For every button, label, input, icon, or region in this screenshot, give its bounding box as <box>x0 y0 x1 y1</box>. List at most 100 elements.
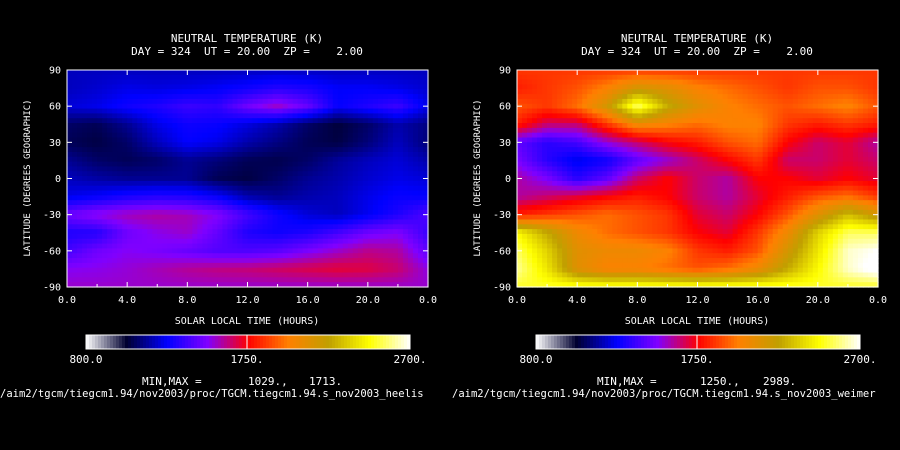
heatmap-cell <box>257 219 264 225</box>
heatmap-cell <box>767 98 774 105</box>
heatmap-cell <box>117 190 123 196</box>
heatmap-cell <box>242 253 249 259</box>
heatmap-cell <box>387 108 394 114</box>
heatmap-cell <box>137 277 143 283</box>
heatmap-cell <box>192 277 198 283</box>
heatmap-cell <box>237 224 244 230</box>
heatmap-cell <box>587 156 593 163</box>
heatmap-cell <box>72 137 78 143</box>
heatmap-cell <box>202 238 208 245</box>
heatmap-cell <box>857 171 864 177</box>
heatmap-cell <box>172 74 178 81</box>
heatmap-cell <box>127 89 133 95</box>
heatmap-cell <box>242 195 249 201</box>
colorbar-segment <box>278 335 282 349</box>
heatmap-cell <box>122 147 128 153</box>
heatmap-cell <box>562 94 568 100</box>
heatmap-cell <box>792 74 799 81</box>
heatmap-cell <box>347 84 354 90</box>
heatmap-cell <box>162 156 168 163</box>
heatmap-cell <box>372 123 379 129</box>
heatmap-cell <box>177 277 183 283</box>
heatmap-cell <box>102 205 108 211</box>
heatmap-cell <box>332 243 339 250</box>
heatmap-cell <box>217 147 224 153</box>
heatmap-cell <box>332 253 339 259</box>
heatmap-cell <box>822 84 829 90</box>
heatmap-cell <box>592 132 598 139</box>
heatmap-cell <box>177 253 183 259</box>
heatmap-cell <box>102 137 108 143</box>
heatmap-cell <box>872 156 879 163</box>
heatmap-cell <box>152 224 158 230</box>
heatmap-cell <box>292 195 299 201</box>
heatmap-cell <box>687 132 694 139</box>
heatmap-cell <box>387 238 394 245</box>
heatmap-cell <box>82 142 88 148</box>
heatmap-cell <box>712 151 719 158</box>
heatmap-cell <box>182 190 188 196</box>
heatmap-cell <box>142 272 148 278</box>
heatmap-cell <box>92 156 98 163</box>
heatmap-cell <box>82 94 88 100</box>
heatmap-cell <box>207 224 213 230</box>
heatmap-cell <box>167 214 173 221</box>
heatmap-cell <box>112 190 118 196</box>
heatmap-cell <box>357 137 364 143</box>
heatmap-cell <box>722 156 729 163</box>
heatmap-cell <box>267 132 274 139</box>
heatmap-cell <box>747 84 754 90</box>
heatmap-cell <box>827 89 834 95</box>
heatmap-cell <box>682 123 689 129</box>
heatmap-cell <box>182 267 188 274</box>
heatmap-cell <box>232 161 239 168</box>
heatmap-cell <box>87 137 93 143</box>
heatmap-cell <box>677 137 684 143</box>
heatmap-cell <box>322 98 329 105</box>
heatmap-cell <box>187 89 193 95</box>
heatmap-cell <box>242 214 249 221</box>
heatmap-cell <box>282 108 289 114</box>
heatmap-cell <box>107 200 113 206</box>
heatmap-cell <box>842 137 849 143</box>
heatmap-cell <box>227 94 234 100</box>
heatmap-cell <box>592 166 598 172</box>
heatmap-cell <box>377 147 384 153</box>
heatmap-cell <box>357 224 364 230</box>
heatmap-cell <box>277 108 284 114</box>
heatmap-cell <box>847 123 854 129</box>
heatmap-cell <box>267 113 274 119</box>
heatmap-cell <box>277 98 284 105</box>
heatmap-cell <box>782 137 789 143</box>
heatmap-cell <box>167 123 173 129</box>
heatmap-cell <box>297 113 304 119</box>
heatmap-cell <box>667 118 674 124</box>
heatmap-cell <box>217 272 224 278</box>
heatmap-cell <box>517 123 523 129</box>
heatmap-cell <box>142 229 148 235</box>
heatmap-cell <box>262 151 269 158</box>
heatmap-cell <box>142 190 148 196</box>
heatmap-cell <box>327 151 334 158</box>
heatmap-cell <box>262 98 269 105</box>
heatmap-cell <box>342 74 349 81</box>
heatmap-cell <box>357 219 364 225</box>
heatmap-cell <box>402 108 409 114</box>
heatmap-cell <box>277 272 284 278</box>
heatmap-cell <box>282 262 289 269</box>
heatmap-cell <box>147 127 153 134</box>
heatmap-cell <box>337 185 344 192</box>
heatmap-cell <box>422 282 429 288</box>
heatmap-cell <box>567 161 573 168</box>
heatmap-cell <box>157 205 163 211</box>
heatmap-cell <box>302 185 309 192</box>
heatmap-cell <box>577 103 583 110</box>
heatmap-cell <box>552 171 558 177</box>
heatmap-cell <box>317 147 324 153</box>
heatmap-cell <box>337 219 344 225</box>
heatmap-cell <box>872 94 879 100</box>
heatmap-cell <box>242 233 249 240</box>
heatmap-cell <box>232 156 239 163</box>
heatmap-cell <box>192 229 198 235</box>
heatmap-cell <box>402 233 409 240</box>
